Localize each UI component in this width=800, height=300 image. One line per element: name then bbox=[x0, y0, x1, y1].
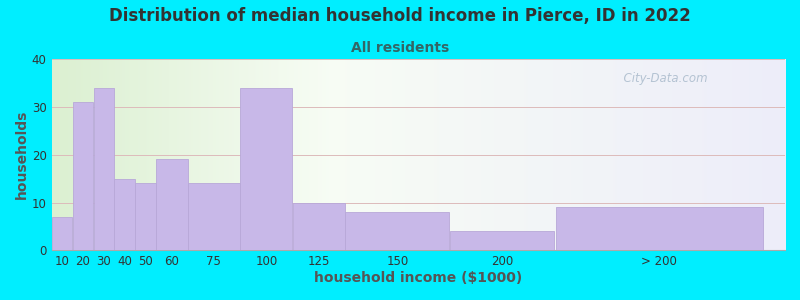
Bar bbox=[346, 212, 449, 250]
Text: All residents: All residents bbox=[351, 40, 449, 55]
Bar bbox=[135, 183, 156, 250]
Bar bbox=[73, 102, 94, 250]
X-axis label: household income ($1000): household income ($1000) bbox=[314, 271, 522, 285]
Bar bbox=[114, 178, 135, 250]
Bar bbox=[450, 231, 554, 250]
Bar bbox=[52, 217, 72, 250]
Bar bbox=[555, 207, 763, 250]
Bar bbox=[240, 88, 292, 250]
Bar bbox=[157, 160, 187, 250]
Y-axis label: households: households bbox=[15, 110, 29, 200]
Bar bbox=[293, 202, 345, 250]
Bar bbox=[188, 183, 240, 250]
Bar bbox=[94, 88, 114, 250]
Text: City-Data.com: City-Data.com bbox=[616, 72, 708, 86]
Text: Distribution of median household income in Pierce, ID in 2022: Distribution of median household income … bbox=[109, 8, 691, 26]
